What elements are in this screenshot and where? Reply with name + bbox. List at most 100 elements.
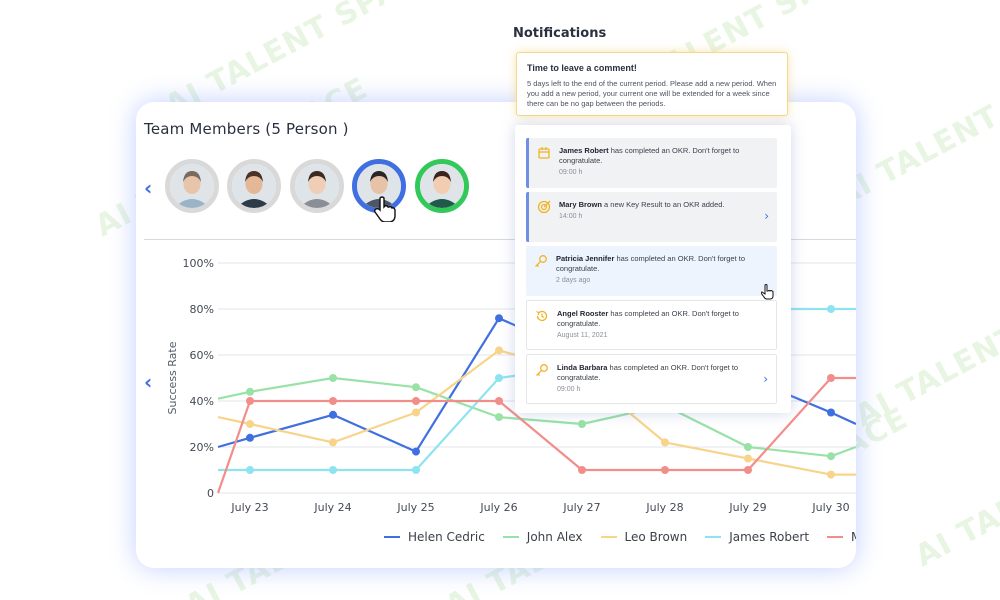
team-title: Team Members (5 Person ) (144, 120, 349, 138)
data-point[interactable] (827, 452, 835, 461)
alert-body: 5 days left to the end of the current pe… (527, 79, 777, 108)
y-tick-label: 40% (190, 395, 214, 408)
legend-label: Leo Brown (624, 530, 688, 544)
data-point[interactable] (329, 374, 337, 382)
data-point[interactable] (744, 466, 752, 474)
avatars-prev-chevron-icon[interactable]: ‹ (144, 176, 153, 200)
chart-legend: Helen Cedric John Alex Leo Brown James Robe… (384, 530, 856, 544)
notification-item[interactable]: Angel Rooster has completed an OKR. Don'… (526, 300, 777, 350)
avatar-photo (170, 164, 214, 208)
data-point[interactable] (827, 305, 835, 313)
data-point[interactable] (329, 438, 337, 447)
avatar-photo (232, 164, 276, 208)
legend-swatch (600, 536, 617, 538)
team-avatar-3[interactable] (290, 159, 344, 213)
comment-reminder-alert: Time to leave a comment! 5 days left to … (516, 52, 788, 116)
legend-item[interactable]: Leo Brown (600, 530, 688, 544)
data-point[interactable] (744, 443, 752, 451)
notification-time: 09:00 h (557, 386, 581, 393)
chevron-right-icon[interactable]: › (763, 372, 768, 386)
y-tick-label: 80% (190, 303, 214, 316)
data-point[interactable] (412, 447, 420, 456)
notification-person: Linda Barbara (557, 363, 608, 372)
x-tick-label: July 28 (645, 501, 683, 514)
team-avatar-5[interactable] (415, 159, 469, 213)
series-john-alex (217, 374, 856, 461)
data-point[interactable] (744, 454, 752, 463)
chart-prev-chevron-icon[interactable]: ‹ (144, 370, 153, 394)
notification-time: August 11, 2021 (557, 332, 608, 339)
avatar-photo (295, 164, 339, 208)
data-point[interactable] (827, 470, 835, 479)
data-point[interactable] (495, 397, 503, 405)
data-point[interactable] (412, 466, 420, 474)
data-point[interactable] (246, 433, 254, 442)
x-tick-label: July 26 (479, 501, 517, 514)
team-avatar-1[interactable] (165, 159, 219, 213)
data-point[interactable] (495, 413, 503, 422)
data-point[interactable] (412, 397, 420, 405)
section-divider (144, 239, 856, 240)
legend-item[interactable]: Helen Cedric (384, 530, 485, 544)
notification-text: James Robert has completed an OKR. Don't… (559, 146, 740, 165)
notification-text: Patricia Jennifer has completed an OKR. … (556, 254, 746, 273)
x-tick-label: July 30 (811, 501, 849, 514)
notification-person: Mary Brown (559, 200, 602, 209)
data-point[interactable] (827, 408, 835, 417)
data-point[interactable] (495, 314, 503, 323)
legend-label: Helen Cedric (408, 530, 485, 544)
legend-swatch (502, 536, 519, 538)
data-point[interactable] (495, 346, 503, 355)
data-point[interactable] (329, 410, 337, 419)
data-point[interactable] (661, 438, 669, 447)
notification-time: 2 days ago (556, 277, 591, 284)
x-tick-label: July 27 (562, 501, 600, 514)
legend-item[interactable]: Mary (827, 530, 856, 544)
legend-swatch (705, 536, 722, 538)
notification-person: James Robert (559, 146, 609, 155)
avatar-photo (357, 164, 401, 208)
data-point[interactable] (412, 383, 420, 392)
data-point[interactable] (246, 397, 254, 405)
notification-item[interactable]: Patricia Jennifer has completed an OKR. … (526, 246, 777, 296)
notification-item[interactable]: James Robert has completed an OKR. Don't… (526, 138, 777, 188)
data-point[interactable] (412, 408, 420, 417)
data-point[interactable] (495, 374, 503, 382)
y-tick-label: 20% (190, 441, 214, 454)
history-icon (536, 310, 548, 322)
x-tick-label: July 25 (396, 501, 434, 514)
x-axis-ticks: July 23 July 24 July 25 July 26 July 27 July … (230, 501, 849, 514)
data-point[interactable] (246, 466, 254, 474)
series-line (217, 376, 856, 458)
data-point[interactable] (661, 466, 669, 474)
y-axis-ticks: 100% 80% 60% 40% 20% 0 (183, 257, 214, 500)
y-tick-label: 100% (183, 257, 214, 270)
notification-text: Mary Brown a new Key Result to an OKR ad… (559, 200, 725, 209)
legend-item[interactable]: John Alex (502, 530, 583, 544)
notifications-heading: Notifications (513, 26, 607, 41)
team-avatar-2[interactable] (227, 159, 281, 213)
data-point[interactable] (329, 397, 337, 405)
team-avatar-4[interactable] (352, 159, 406, 213)
chevron-right-icon[interactable]: › (764, 209, 769, 223)
data-point[interactable] (246, 420, 254, 428)
data-point[interactable] (578, 466, 586, 474)
data-point[interactable] (329, 466, 337, 474)
legend-item[interactable]: James Robert (705, 530, 809, 544)
data-point[interactable] (578, 420, 586, 428)
notification-time: 14:00 h (559, 213, 583, 220)
legend-label: James Robert (729, 530, 810, 544)
y-tick-label: 60% (190, 349, 214, 362)
legend-label: Mary (851, 530, 856, 544)
notification-item[interactable]: Linda Barbara has completed an OKR. Don'… (526, 354, 777, 404)
watermark-text: AI TALENT SPACE (849, 261, 1000, 435)
x-tick-label: July 29 (728, 501, 766, 514)
data-point[interactable] (827, 374, 835, 382)
notification-person: Angel Rooster (557, 309, 609, 318)
notification-item[interactable]: Mary Brown a new Key Result to an OKR ad… (526, 192, 777, 242)
data-point[interactable] (246, 387, 254, 396)
series-line (216, 376, 856, 494)
notification-text: Linda Barbara has completed an OKR. Don'… (557, 363, 739, 382)
notification-time: 09:00 h (559, 169, 583, 176)
